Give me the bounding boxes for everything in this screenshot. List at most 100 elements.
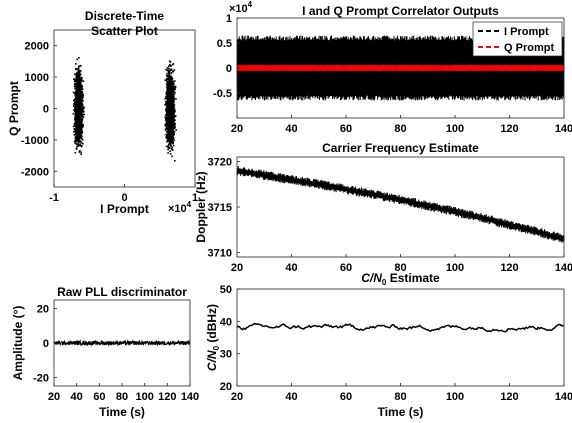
scatter-point <box>168 116 171 119</box>
scatter-point <box>168 119 171 121</box>
scatter-point <box>170 139 172 142</box>
scatter-point <box>166 104 169 107</box>
scatter-point <box>78 137 81 140</box>
carrier-x-tick-label: 140 <box>555 262 572 274</box>
scatter-point <box>167 116 169 118</box>
scatter-point <box>168 91 171 94</box>
carrier-x-tick-label: 100 <box>446 262 464 274</box>
scatter-point <box>169 109 171 112</box>
scatter-point <box>80 110 83 112</box>
scatter-point <box>78 122 81 125</box>
scatter-point <box>82 125 84 127</box>
scatter-point <box>75 95 78 98</box>
scatter-point <box>74 140 77 142</box>
scatter-point <box>76 92 79 95</box>
scatter-point <box>76 106 78 108</box>
scatter-point <box>82 96 84 98</box>
scatter-point <box>174 110 176 113</box>
scatter-point <box>174 119 176 122</box>
scatter-point <box>173 131 176 133</box>
scatter-point <box>171 110 174 112</box>
iq-x-tick-label: 120 <box>500 123 518 135</box>
scatter-point <box>77 108 80 110</box>
scatter-point <box>164 104 166 106</box>
scatter-point <box>174 126 176 129</box>
scatter-point <box>75 136 77 138</box>
iq-x-tick-label: 140 <box>555 123 572 135</box>
scatter-point <box>171 77 173 79</box>
scatter-point <box>166 84 169 86</box>
scatter-point <box>172 80 174 83</box>
scatter-point <box>79 143 81 145</box>
scatter-point <box>78 105 81 107</box>
scatter-point <box>80 123 82 126</box>
scatter-point <box>75 92 78 95</box>
scatter-point <box>81 88 84 91</box>
scatter-point <box>170 134 172 137</box>
scatter-point <box>74 117 77 120</box>
scatter-point <box>166 96 169 99</box>
scatter-point <box>79 130 81 132</box>
scatter-point <box>78 84 80 87</box>
scatter-point <box>167 148 169 151</box>
scatter-point <box>171 148 173 151</box>
scatter-point <box>74 79 76 82</box>
scatter-point <box>172 93 175 95</box>
iq-y-tick-label: -0.5 <box>213 88 232 100</box>
scatter-point <box>76 79 79 82</box>
scatter-point <box>79 117 81 120</box>
scatter-point <box>165 119 167 122</box>
carrier-y-tick-label: 3710 <box>208 247 232 259</box>
scatter-point <box>77 128 80 130</box>
scatter-point <box>80 141 83 144</box>
scatter-point <box>77 79 80 82</box>
scatter-point <box>170 82 172 85</box>
scatter-point <box>171 98 173 101</box>
scatter-point <box>170 113 173 115</box>
scatter-point <box>79 118 82 121</box>
scatter-point <box>173 111 175 113</box>
scatter-point <box>168 60 171 63</box>
scatter-point <box>171 85 173 87</box>
scatter-point <box>171 95 174 98</box>
scatter-point <box>74 111 77 114</box>
scatter-point <box>172 113 174 115</box>
scatter-point <box>172 101 174 104</box>
scatter-point <box>75 83 78 85</box>
scatter-point <box>169 112 172 115</box>
scatter-point <box>168 136 171 139</box>
scatter-point <box>170 102 172 105</box>
scatter-point <box>74 87 76 90</box>
cn0-x-label: Time (s) <box>378 405 424 419</box>
scatter-point <box>77 126 79 129</box>
scatter-point <box>74 109 76 112</box>
scatter-point <box>79 127 82 129</box>
scatter-point <box>174 115 177 117</box>
pll-y-tick-label: -20 <box>33 372 49 384</box>
scatter-point <box>167 82 169 85</box>
scatter-point <box>168 102 171 104</box>
scatter-point <box>77 78 80 80</box>
scatter-point <box>80 104 83 107</box>
scatter-point <box>79 82 82 85</box>
scatter-point <box>169 104 171 106</box>
scatter-point <box>79 150 81 152</box>
scatter-point <box>167 138 169 141</box>
scatter-point <box>171 133 173 136</box>
scatter-point <box>168 70 171 73</box>
scatter-point <box>83 113 85 116</box>
scatter-point <box>170 96 172 99</box>
scatter-point <box>76 109 78 112</box>
scatter-plot: -1 0 1 -2000 -1000 0 1000 2000 Discrete-Time Sc… <box>7 9 198 216</box>
scatter-point <box>77 132 80 135</box>
scatter-point <box>79 86 81 89</box>
scatter-point <box>165 97 167 99</box>
scatter-point <box>168 71 170 74</box>
scatter-point <box>170 141 172 143</box>
scatter-point <box>166 67 169 69</box>
scatter-point <box>77 82 80 84</box>
scatter-point <box>170 129 172 132</box>
scatter-point <box>80 132 82 135</box>
scatter-point <box>168 125 170 128</box>
scatter-point <box>171 129 173 131</box>
